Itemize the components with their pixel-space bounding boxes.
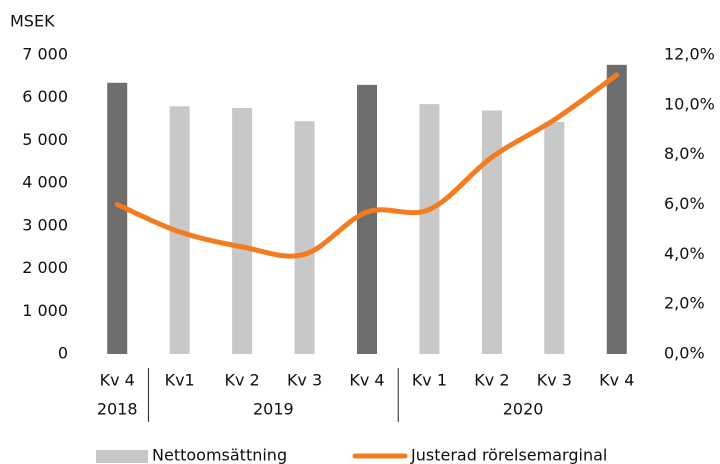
y-tick-label: 1 000 [22,301,68,320]
bar [107,82,128,354]
x-tick-label: Kv 4 [599,371,634,390]
y-tick-label: 2 000 [22,258,68,277]
x-tick-label: Kv 1 [412,371,447,390]
bar [544,122,565,354]
y-tick-label: 0 [58,344,68,363]
x-tick-label: Kv 3 [537,371,572,390]
x-tick-label: Kv 4 [349,371,384,390]
y2-tick-label: 0,0% [664,344,705,363]
x-group-label: 2020 [503,400,544,419]
y2-tick-label: 12,0% [664,45,715,64]
y2-tick-label: 6,0% [664,194,705,213]
legend-label: Justerad rörelsemarginal [410,446,607,464]
y-tick-label: 5 000 [22,130,68,149]
x-group-label: 2019 [253,400,294,419]
y2-tick-label: 4,0% [664,244,705,263]
x-tick-label: Kv 2 [474,371,509,390]
y-axis-label: MSEK [10,12,55,31]
line [114,72,620,259]
x-tick-label: Kv 3 [287,371,322,390]
y2-tick-label: 10,0% [664,94,715,113]
legend-label: Nettoomsättning [152,446,287,464]
bar [232,107,253,354]
y2-tick-label: 8,0% [664,144,705,163]
y-tick-label: 4 000 [22,173,68,192]
bar [294,121,315,354]
y-tick-label: 7 000 [22,45,68,64]
bar [481,110,502,355]
y-tick-label: 3 000 [22,215,68,234]
bar [357,84,377,355]
y-tick-label: 6 000 [22,87,68,106]
bar [419,104,440,354]
x-group-label: 2018 [97,400,138,419]
x-tick-label: Kv1 [165,371,195,390]
x-tick-label: Kv 2 [224,371,259,390]
bar [606,64,627,355]
legend-swatch [96,450,148,463]
y2-tick-label: 2,0% [664,294,705,313]
x-tick-label: Kv 4 [100,371,135,390]
